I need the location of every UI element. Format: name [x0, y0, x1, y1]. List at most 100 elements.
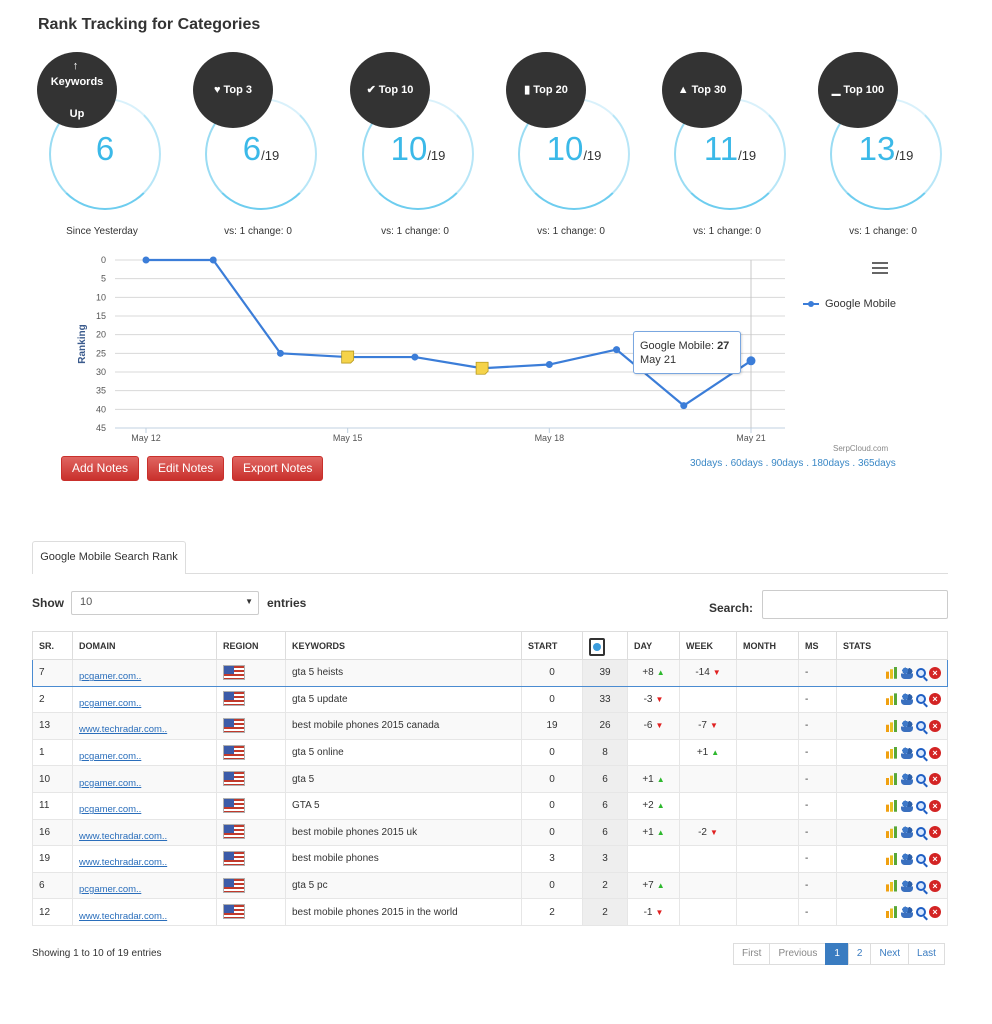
tab-google-mobile-search-rank[interactable]: Google Mobile Search Rank	[32, 541, 186, 574]
users-icon[interactable]	[901, 693, 913, 706]
search-icon[interactable]	[916, 747, 926, 758]
users-icon[interactable]	[901, 879, 913, 892]
legend-marker	[803, 301, 819, 307]
cell-current: 2	[582, 871, 628, 900]
domain-link[interactable]: www.techradar.com..	[79, 724, 168, 736]
users-icon[interactable]	[901, 719, 913, 732]
chart-legend[interactable]: Google Mobile	[803, 298, 896, 310]
col-sr[interactable]: SR.	[32, 631, 73, 660]
bar-chart-icon[interactable]	[886, 852, 898, 865]
search-icon[interactable]	[916, 667, 926, 678]
cell-ms: -	[798, 845, 837, 873]
bar-chart-icon[interactable]	[886, 693, 898, 706]
col-current-rank[interactable]	[582, 631, 628, 660]
table-row[interactable]: 13 www.techradar.com.. best mobile phone…	[32, 712, 948, 740]
rank-table: SR. DOMAIN REGION KEYWORDS START DAY WEE…	[32, 631, 948, 926]
users-icon[interactable]	[901, 773, 913, 786]
bar-chart-icon[interactable]	[886, 799, 898, 812]
delete-icon[interactable]: ×	[929, 799, 941, 812]
users-icon[interactable]	[901, 799, 913, 812]
pager-first[interactable]: First	[733, 943, 771, 965]
domain-link[interactable]: pcgamer.com..	[79, 777, 142, 789]
stat-card: 11/19 ▲ Top 30 vs: 1 change: 0	[662, 52, 792, 242]
search-input[interactable]	[762, 590, 948, 619]
domain-link[interactable]: www.techradar.com..	[79, 830, 168, 842]
search-icon[interactable]	[916, 853, 926, 864]
y-tick-label: 5	[101, 274, 106, 284]
col-stats[interactable]: STATS	[836, 631, 948, 660]
entries-select[interactable]: 10 ▼	[71, 591, 259, 615]
range-link-365days[interactable]: 365days	[857, 458, 896, 469]
range-link-30days[interactable]: 30days	[690, 458, 723, 469]
table-row[interactable]: 7 pcgamer.com.. gta 5 heists 0 39 +8 ▲ -1…	[32, 659, 948, 687]
users-icon[interactable]	[901, 906, 913, 919]
search-icon[interactable]	[916, 774, 926, 785]
range-link-60days[interactable]: 60days	[730, 458, 763, 469]
bar-chart-icon[interactable]	[886, 906, 898, 919]
search-icon[interactable]	[916, 720, 926, 731]
col-domain[interactable]: DOMAIN	[72, 631, 217, 660]
stat-card: 6/19 ♥ Top 3 vs: 1 change: 0	[193, 52, 323, 242]
col-region[interactable]: REGION	[216, 631, 286, 660]
domain-link[interactable]: www.techradar.com..	[79, 857, 168, 869]
col-month[interactable]: MONTH	[736, 631, 799, 660]
search-icon[interactable]	[916, 800, 926, 811]
cell-sr: 6	[32, 871, 73, 900]
delete-icon[interactable]: ×	[929, 719, 941, 732]
range-link-90days[interactable]: 90days	[771, 458, 804, 469]
export-notes-button[interactable]: Export Notes	[232, 456, 324, 481]
pager-next[interactable]: Next	[870, 943, 910, 965]
domain-link[interactable]: www.techradar.com..	[79, 910, 168, 922]
users-icon[interactable]	[901, 826, 913, 839]
col-ms[interactable]: MS	[798, 631, 837, 660]
delete-icon[interactable]: ×	[929, 906, 941, 919]
bar-chart-icon[interactable]	[886, 719, 898, 732]
col-day[interactable]: DAY	[627, 631, 680, 660]
delete-icon[interactable]: ×	[929, 746, 941, 759]
table-row[interactable]: 19 www.techradar.com.. best mobile phone…	[32, 845, 948, 873]
table-row[interactable]: 6 pcgamer.com.. gta 5 pc 0 2 +7 ▲ - ×	[32, 871, 948, 900]
pager-last[interactable]: Last	[908, 943, 945, 965]
search-icon[interactable]	[916, 827, 926, 838]
pager-page[interactable]: 1	[825, 943, 849, 965]
edit-notes-button[interactable]: Edit Notes	[147, 456, 225, 481]
domain-link[interactable]: pcgamer.com..	[79, 804, 142, 816]
table-row[interactable]: 1 pcgamer.com.. gta 5 online 0 8 +1 ▲ - ×	[32, 738, 948, 767]
users-icon[interactable]	[901, 852, 913, 865]
data-point	[411, 353, 419, 361]
delete-icon[interactable]: ×	[929, 773, 941, 786]
delete-icon[interactable]: ×	[929, 666, 941, 679]
domain-link[interactable]: pcgamer.com..	[79, 671, 142, 683]
bar-chart-icon[interactable]	[886, 826, 898, 839]
search-icon[interactable]	[916, 694, 926, 705]
range-link-180days[interactable]: 180days	[811, 458, 850, 469]
bar-chart-icon[interactable]	[886, 773, 898, 786]
bar-chart-icon[interactable]	[886, 746, 898, 759]
delete-icon[interactable]: ×	[929, 693, 941, 706]
table-row[interactable]: 16 www.techradar.com.. best mobile phone…	[32, 818, 948, 847]
col-week[interactable]: WEEK	[679, 631, 737, 660]
table-row[interactable]: 12 www.techradar.com.. best mobile phone…	[32, 898, 948, 926]
table-row[interactable]: 11 pcgamer.com.. GTA 5 0 6 +2 ▲ - ×	[32, 791, 948, 820]
domain-link[interactable]: pcgamer.com..	[79, 884, 142, 896]
users-icon[interactable]	[901, 746, 913, 759]
col-keywords[interactable]: KEYWORDS	[285, 631, 522, 660]
domain-link[interactable]: pcgamer.com..	[79, 697, 142, 709]
search-icon[interactable]	[916, 907, 926, 918]
pager-previous[interactable]: Previous	[769, 943, 827, 965]
delete-icon[interactable]: ×	[929, 826, 941, 839]
delete-icon[interactable]: ×	[929, 852, 941, 865]
table-row[interactable]: 2 pcgamer.com.. gta 5 update 0 33 -3 ▼ - …	[32, 685, 948, 714]
add-notes-button[interactable]: Add Notes	[61, 456, 140, 481]
chart-credit[interactable]: SerpCloud.com	[833, 444, 889, 453]
hamburger-icon[interactable]	[872, 262, 888, 276]
table-row[interactable]: 10 pcgamer.com.. gta 5 0 6 +1 ▲ - ×	[32, 765, 948, 793]
bar-chart-icon[interactable]	[886, 666, 898, 679]
delete-icon[interactable]: ×	[929, 879, 941, 892]
col-start[interactable]: START	[521, 631, 583, 660]
bar-chart-icon[interactable]	[886, 879, 898, 892]
pager-page[interactable]: 2	[847, 943, 872, 965]
domain-link[interactable]: pcgamer.com..	[79, 751, 142, 763]
users-icon[interactable]	[901, 666, 913, 679]
search-icon[interactable]	[916, 880, 926, 891]
